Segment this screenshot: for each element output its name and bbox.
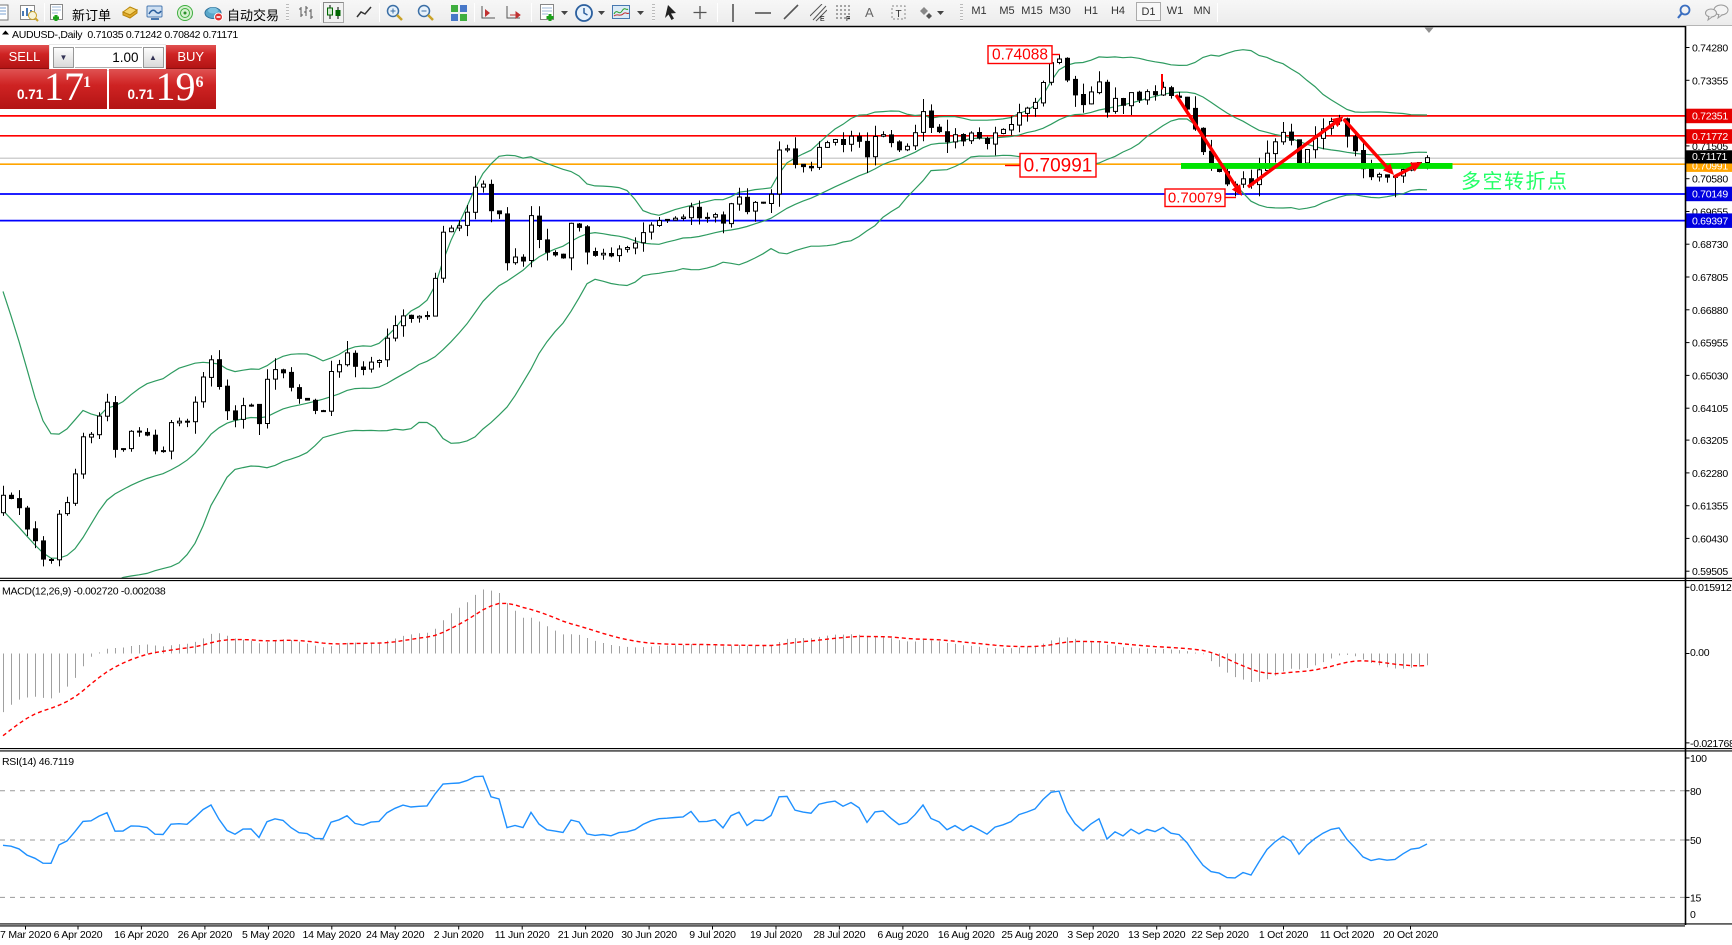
svg-text:24 May 2020: 24 May 2020 — [366, 929, 425, 941]
svg-text:多空转折点: 多空转折点 — [1461, 170, 1569, 193]
svg-text:25 Aug 2020: 25 Aug 2020 — [1001, 929, 1058, 941]
svg-text:0.65030: 0.65030 — [1692, 370, 1728, 382]
svg-text:0.63205: 0.63205 — [1692, 435, 1728, 447]
svg-text:-0.021768: -0.021768 — [1690, 738, 1732, 750]
svg-text:0.74280: 0.74280 — [1692, 43, 1728, 55]
svg-text:80: 80 — [1690, 786, 1702, 798]
svg-text:13 Sep 2020: 13 Sep 2020 — [1128, 929, 1186, 941]
svg-text:0.59505: 0.59505 — [1692, 566, 1728, 578]
svg-text:14 May 2020: 14 May 2020 — [303, 929, 362, 941]
svg-text:26 Apr 2020: 26 Apr 2020 — [178, 929, 233, 941]
svg-text:0.61355: 0.61355 — [1692, 501, 1728, 513]
svg-text:0.71505: 0.71505 — [1692, 141, 1728, 153]
svg-text:11 Oct 2020: 11 Oct 2020 — [1320, 929, 1375, 941]
svg-text:6 Aug 2020: 6 Aug 2020 — [877, 929, 928, 941]
svg-text:0.71772: 0.71772 — [1692, 131, 1728, 143]
svg-text:16 Apr 2020: 16 Apr 2020 — [114, 929, 169, 941]
svg-text:2 Jun 2020: 2 Jun 2020 — [434, 929, 484, 941]
svg-text:50: 50 — [1690, 835, 1702, 847]
svg-text:0: 0 — [1690, 909, 1696, 921]
svg-text:0.67805: 0.67805 — [1692, 272, 1728, 284]
svg-text:7 Mar 2020: 7 Mar 2020 — [0, 929, 51, 941]
svg-text:E: E — [820, 16, 825, 22]
svg-text:0.00: 0.00 — [1690, 647, 1710, 659]
svg-text:0.70580: 0.70580 — [1692, 174, 1728, 186]
svg-text:0.70149: 0.70149 — [1692, 189, 1728, 201]
svg-text:0.60430: 0.60430 — [1692, 533, 1728, 545]
svg-text:T: T — [896, 9, 902, 20]
svg-text:0.73355: 0.73355 — [1692, 75, 1728, 87]
svg-text:0.71171: 0.71171 — [1692, 151, 1728, 163]
svg-text:20 Oct 2020: 20 Oct 2020 — [1383, 929, 1438, 941]
svg-text:0.015912: 0.015912 — [1690, 582, 1732, 594]
svg-text:RSI(14) 46.7119: RSI(14) 46.7119 — [2, 756, 74, 768]
svg-text:100: 100 — [1690, 753, 1707, 765]
svg-text:AUDUSD-,Daily 0.71035 0.71242: AUDUSD-,Daily 0.71035 0.71242 0.70842 0.… — [12, 29, 238, 41]
svg-text:0.66880: 0.66880 — [1692, 305, 1728, 317]
svg-text:16 Aug 2020: 16 Aug 2020 — [938, 929, 995, 941]
svg-text:5 May 2020: 5 May 2020 — [242, 929, 295, 941]
svg-text:0.74088: 0.74088 — [992, 47, 1048, 64]
svg-text:11 Jun 2020: 11 Jun 2020 — [495, 929, 550, 941]
svg-text:0.64105: 0.64105 — [1692, 403, 1728, 415]
svg-text:0.69397: 0.69397 — [1692, 215, 1728, 227]
svg-text:9 Jul 2020: 9 Jul 2020 — [689, 929, 736, 941]
svg-text:30 Jun 2020: 30 Jun 2020 — [621, 929, 677, 941]
svg-text:0.68730: 0.68730 — [1692, 239, 1728, 251]
svg-text:22 Sep 2020: 22 Sep 2020 — [1191, 929, 1249, 941]
svg-text:19 Jul 2020: 19 Jul 2020 — [750, 929, 802, 941]
svg-text:0.62280: 0.62280 — [1692, 468, 1728, 480]
svg-text:3 Sep 2020: 3 Sep 2020 — [1067, 929, 1119, 941]
svg-text:0.65955: 0.65955 — [1692, 338, 1728, 350]
svg-text:MACD(12,26,9) -0.002720 -0.002: MACD(12,26,9) -0.002720 -0.002038 — [2, 586, 166, 598]
svg-text:15: 15 — [1690, 892, 1702, 904]
svg-text:6 Apr 2020: 6 Apr 2020 — [54, 929, 103, 941]
svg-text:0.72351: 0.72351 — [1692, 111, 1728, 123]
svg-text:0.70991: 0.70991 — [1024, 156, 1093, 177]
svg-text:F: F — [846, 16, 850, 22]
svg-text:28 Jul 2020: 28 Jul 2020 — [813, 929, 865, 941]
svg-text:0.70079: 0.70079 — [1168, 190, 1222, 207]
svg-text:1 Oct 2020: 1 Oct 2020 — [1259, 929, 1309, 941]
svg-text:21 Jun 2020: 21 Jun 2020 — [558, 929, 614, 941]
